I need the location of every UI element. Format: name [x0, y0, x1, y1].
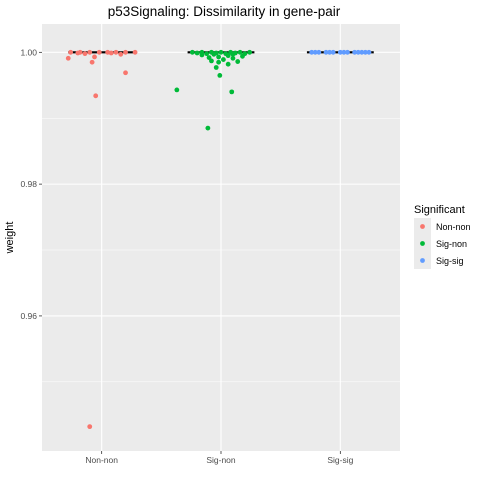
y-tick-label: 0.98: [20, 179, 37, 189]
x-tick-label: Sig-non: [206, 455, 236, 465]
data-point: [93, 93, 99, 99]
data-point: [230, 51, 236, 57]
data-point: [105, 49, 111, 55]
data-point: [225, 53, 231, 59]
data-point: [205, 125, 211, 131]
data-point: [327, 49, 332, 55]
data-point: [113, 49, 119, 55]
data-point: [309, 49, 315, 55]
chart-title: p53Signaling: Dissimilarity in gene-pair: [108, 4, 341, 19]
legend-key-dot: [420, 258, 425, 263]
data-point: [316, 49, 322, 55]
data-point: [82, 51, 88, 57]
legend-key-dot: [420, 241, 425, 246]
data-point: [312, 49, 318, 55]
data-point: [174, 87, 180, 93]
data-point: [217, 72, 223, 78]
data-point: [204, 51, 210, 57]
data-point: [330, 49, 336, 55]
data-point: [87, 424, 93, 430]
data-point: [108, 50, 114, 56]
data-point: [199, 52, 205, 58]
data-points: [65, 49, 372, 430]
data-point: [345, 49, 350, 55]
data-point: [323, 49, 329, 55]
data-point: [366, 49, 372, 55]
legend-title: Significant: [414, 204, 465, 216]
data-point: [352, 49, 358, 55]
data-point: [75, 50, 81, 56]
data-point: [216, 59, 222, 65]
data-point: [123, 70, 128, 76]
data-point: [235, 59, 241, 64]
data-point: [218, 49, 224, 55]
data-point: [229, 89, 235, 95]
data-point: [209, 58, 214, 64]
data-point: [362, 49, 368, 55]
legend-label: Non-non: [436, 222, 471, 232]
data-point: [247, 49, 253, 55]
data-point: [96, 49, 102, 55]
data-point: [65, 55, 71, 61]
data-point: [68, 49, 74, 55]
data-point: [225, 61, 231, 67]
legend-label: Sig-non: [436, 239, 467, 249]
y-axis-title: weight: [4, 222, 16, 255]
data-point: [189, 49, 195, 55]
y-tick-label: 1.00: [20, 47, 37, 57]
data-point: [355, 49, 361, 55]
data-point: [206, 55, 212, 61]
y-axis-ticks: 0.96 0.98 1.00: [20, 47, 42, 321]
data-point: [123, 49, 128, 55]
data-point: [230, 55, 236, 61]
data-point: [194, 50, 200, 56]
x-tick-label: Sig-sig: [327, 455, 353, 465]
data-point: [87, 49, 93, 55]
y-tick-label: 0.96: [20, 311, 37, 321]
data-point: [359, 49, 365, 55]
x-tick-label: Non-non: [85, 455, 118, 465]
data-point: [89, 59, 95, 65]
legend-key-dot: [420, 224, 425, 229]
data-point: [211, 51, 217, 57]
data-point: [216, 54, 222, 60]
data-point: [92, 54, 97, 60]
legend-label: Sig-sig: [436, 256, 464, 266]
data-point: [341, 49, 347, 55]
data-point: [337, 49, 343, 55]
data-point: [240, 53, 245, 59]
data-point: [118, 51, 124, 57]
data-point: [237, 49, 243, 55]
data-point: [213, 65, 219, 70]
legend: Significant Non-non Sig-non Sig-sig: [414, 204, 471, 269]
data-point: [132, 49, 138, 55]
data-point: [220, 57, 226, 62]
x-axis-ticks: Non-non Sig-non Sig-sig: [85, 451, 354, 465]
